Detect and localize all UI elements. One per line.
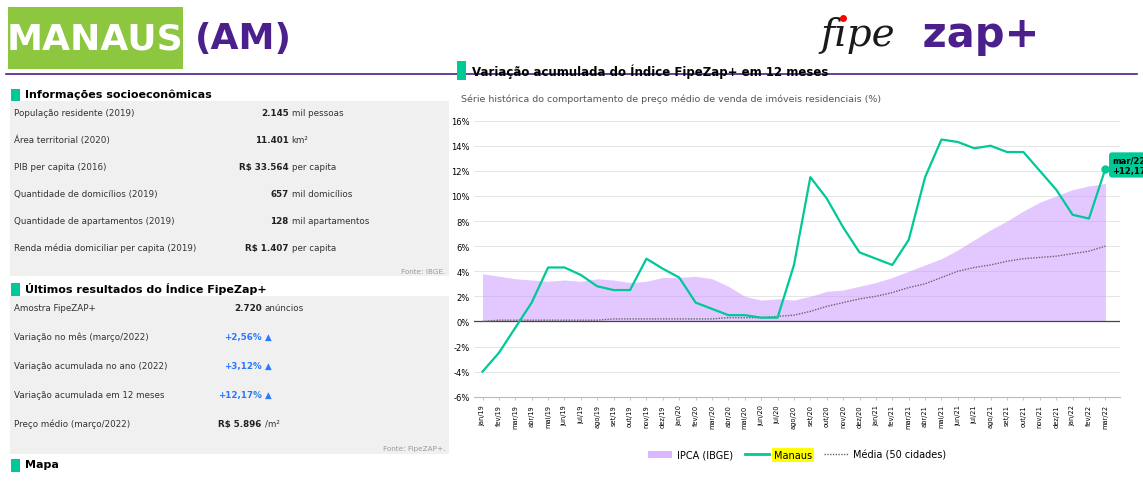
Text: Série histórica do comportamento de preço médio de venda de imóveis residenciais: Série histórica do comportamento de preç… (461, 94, 881, 104)
Text: Variação acumulada em 12 meses: Variação acumulada em 12 meses (14, 390, 165, 399)
Bar (10, 297, 449, 454)
Bar (10, 90, 19, 103)
Text: R$ 33.564: R$ 33.564 (239, 162, 289, 171)
Text: População residente (2019): População residente (2019) (14, 108, 134, 118)
Text: 128: 128 (271, 216, 289, 225)
Text: +12,17%: +12,17% (217, 390, 262, 399)
Legend: IPCA (IBGE), Manaus, Média (50 cidades): IPCA (IBGE), Manaus, Média (50 cidades) (645, 446, 950, 464)
Text: PIB per capita (2016): PIB per capita (2016) (14, 162, 106, 171)
Text: zap+: zap+ (908, 14, 1039, 56)
Text: mil apartamentos: mil apartamentos (291, 216, 369, 225)
Text: MANAUS: MANAUS (7, 22, 183, 56)
Text: Fonte: FipeZAP+.: Fonte: FipeZAP+. (383, 445, 445, 451)
Text: Fonte: IBGE.: Fonte: IBGE. (401, 269, 445, 274)
Bar (10, 284, 19, 297)
Text: 11.401: 11.401 (255, 136, 289, 144)
Text: ▲: ▲ (264, 361, 271, 370)
Text: mil domicílios: mil domicílios (291, 189, 352, 198)
Text: /m²: /m² (264, 419, 279, 428)
Text: Mapa: Mapa (25, 459, 58, 469)
Bar (10, 102, 449, 276)
Text: Quantidade de apartamentos (2019): Quantidade de apartamentos (2019) (14, 216, 175, 225)
Text: anúncios: anúncios (264, 303, 304, 312)
Text: Preço médio (março/2022): Preço médio (março/2022) (14, 418, 130, 428)
Text: ▲: ▲ (264, 332, 271, 341)
Text: (AM): (AM) (195, 22, 291, 56)
Text: Últimos resultados do Índice FipeZap+: Últimos resultados do Índice FipeZap+ (25, 283, 266, 294)
Text: +2,56%: +2,56% (224, 332, 262, 341)
Text: Quantidade de domicílios (2019): Quantidade de domicílios (2019) (14, 189, 158, 198)
Text: km²: km² (291, 136, 309, 144)
Text: 2.720: 2.720 (234, 303, 262, 312)
Text: R$ 1.407: R$ 1.407 (245, 243, 289, 252)
Text: 2.145: 2.145 (261, 108, 289, 118)
Text: Variação acumulada do Índice FipeZap+ em 12 meses: Variação acumulada do Índice FipeZap+ em… (472, 64, 829, 78)
Text: 657: 657 (271, 189, 289, 198)
Bar (10, 459, 19, 472)
Point (1096, 166, 1114, 173)
Text: per capita: per capita (291, 243, 336, 252)
Bar (457, 61, 466, 81)
Text: +3,12%: +3,12% (224, 361, 262, 370)
Text: mil pessoas: mil pessoas (291, 108, 343, 118)
Bar (8, 8, 183, 70)
Text: R$ 5.896: R$ 5.896 (218, 419, 262, 428)
Text: mar/22
+12,17%: mar/22 +12,17% (1112, 156, 1143, 175)
Text: ▲: ▲ (264, 390, 271, 399)
Text: Informações socioeconômicas: Informações socioeconômicas (25, 90, 211, 100)
Text: Área territorial (2020): Área territorial (2020) (14, 135, 110, 145)
Text: per capita: per capita (291, 162, 336, 171)
Text: fipe: fipe (820, 16, 895, 54)
Text: Amostra FipeZAP+: Amostra FipeZAP+ (14, 303, 96, 312)
Text: Variação acumulada no ano (2022): Variação acumulada no ano (2022) (14, 361, 167, 370)
Text: Variação no mês (março/2022): Variação no mês (março/2022) (14, 332, 149, 341)
Text: Renda média domiciliar per capita (2019): Renda média domiciliar per capita (2019) (14, 243, 197, 252)
